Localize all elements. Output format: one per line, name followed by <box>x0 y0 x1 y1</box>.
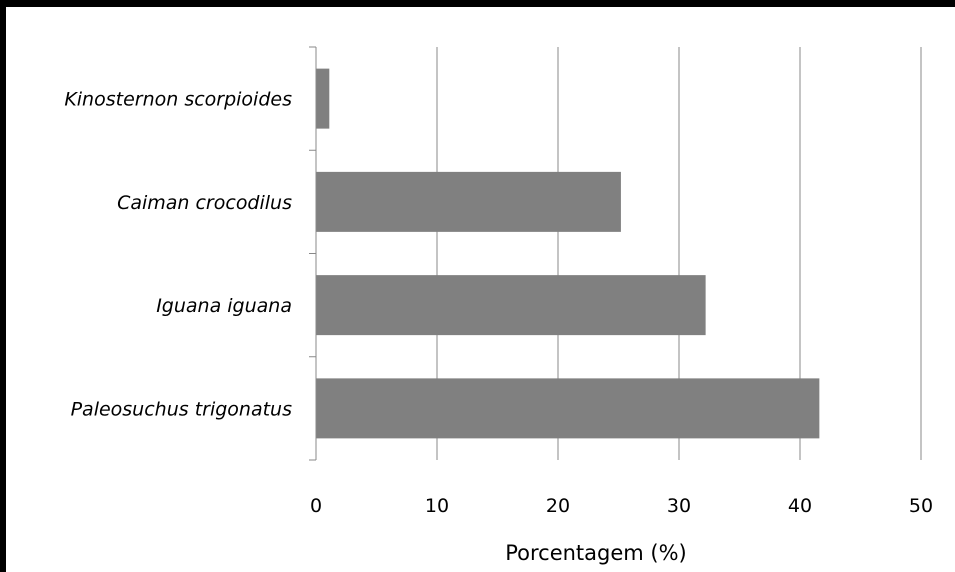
category-label: Kinosternon scorpioides <box>64 89 292 111</box>
x-tick-label: 50 <box>909 495 933 517</box>
bar-chart: Kinosternon scorpioides Caiman crocodilus… <box>64 46 933 565</box>
category-labels: Kinosternon scorpioides Caiman crocodilus… <box>64 89 292 421</box>
x-tick-label: 10 <box>425 495 449 517</box>
category-label: Caiman crocodilus <box>117 192 292 214</box>
bar <box>316 378 820 439</box>
category-label: Paleosuchus trigonatus <box>71 398 293 420</box>
x-axis-title: Porcentagem (%) <box>505 541 687 565</box>
x-tick-label: 40 <box>788 495 812 517</box>
bar <box>316 68 330 129</box>
bar <box>316 171 621 232</box>
bars <box>316 68 820 439</box>
category-label: Iguana iguana <box>156 295 292 317</box>
x-tick-labels: 0 10 20 30 40 50 <box>310 495 933 517</box>
x-tick-label: 0 <box>310 495 322 517</box>
x-tick-label: 20 <box>546 495 570 517</box>
category-axis <box>309 46 317 461</box>
x-tick-label: 30 <box>667 495 691 517</box>
bar <box>316 275 706 336</box>
